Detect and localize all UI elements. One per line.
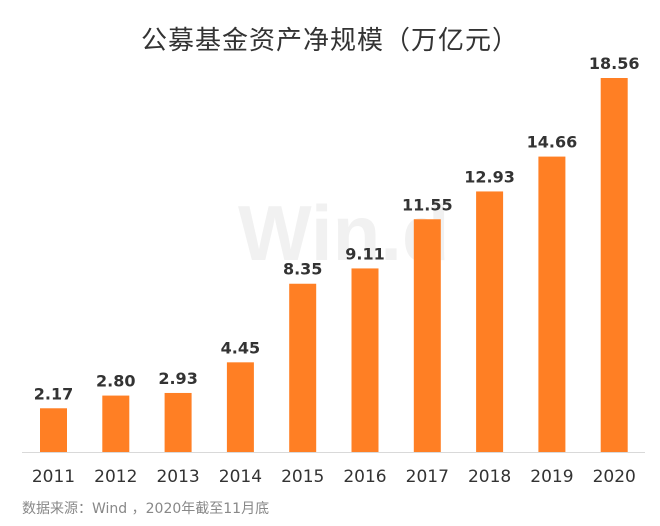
x-tick-label-2017: 2017 bbox=[406, 467, 449, 487]
bar-2015 bbox=[289, 283, 317, 452]
data-label-2015: 8.35 bbox=[283, 260, 322, 279]
x-tick-label-2011: 2011 bbox=[32, 467, 75, 487]
data-label-2020: 18.56 bbox=[589, 54, 640, 73]
data-label-2013: 2.93 bbox=[158, 369, 197, 388]
data-label-2014: 4.45 bbox=[221, 338, 260, 357]
data-label-2019: 14.66 bbox=[527, 133, 578, 152]
bar-2014 bbox=[226, 362, 254, 452]
x-tick-label-2020: 2020 bbox=[593, 467, 636, 487]
x-tick-label-2013: 2013 bbox=[156, 467, 199, 487]
bar-2011 bbox=[40, 408, 67, 452]
bar-2016 bbox=[351, 268, 379, 452]
source-note: 数据来源：Wind ，2020年截至11月底 bbox=[22, 501, 270, 517]
data-label-2016: 9.11 bbox=[345, 244, 384, 263]
bar-2012 bbox=[102, 395, 130, 452]
data-label-2012: 2.80 bbox=[96, 372, 135, 391]
x-tick-label-2018: 2018 bbox=[468, 467, 511, 487]
bar-2018 bbox=[476, 191, 504, 453]
bar-2017 bbox=[413, 219, 441, 452]
x-tick-label-2014: 2014 bbox=[219, 467, 262, 487]
x-tick-label-2012: 2012 bbox=[94, 467, 137, 487]
bar-2019 bbox=[538, 156, 566, 452]
bar-2013 bbox=[164, 392, 192, 452]
chart-title: 公募基金资产净规模（万亿元） bbox=[140, 26, 519, 56]
data-label-2018: 12.93 bbox=[464, 167, 515, 186]
x-tick-label-2016: 2016 bbox=[343, 467, 386, 487]
bar-2020 bbox=[600, 78, 628, 452]
x-tick-label-2015: 2015 bbox=[281, 467, 324, 487]
data-label-2011: 2.17 bbox=[34, 384, 73, 403]
data-label-2017: 11.55 bbox=[402, 195, 453, 214]
x-tick-label-2019: 2019 bbox=[530, 467, 573, 487]
